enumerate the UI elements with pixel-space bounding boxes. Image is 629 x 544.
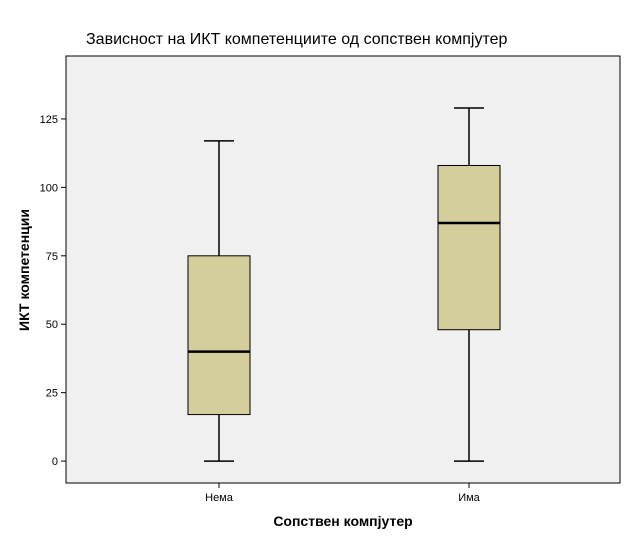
x-tick-label: Нема [205,492,234,504]
y-tick-label: 0 [52,456,58,468]
y-tick-label: 75 [46,251,58,263]
x-axis-ticks: Нема Има [205,483,481,504]
iqr-box [437,164,501,331]
y-tick-label: 125 [40,114,58,126]
y-tick-label: 50 [46,319,58,331]
box-group [437,107,501,462]
y-tick-label: 25 [46,388,58,400]
x-axis-label: Сопствен компјутер [273,513,412,529]
x-tick-label: Има [458,492,480,504]
chart-title: Зависност на ИКТ компетенциите од сопств… [86,31,507,48]
y-axis-ticks: 0 25 50 75 100 125 [40,114,66,468]
plot-area [65,55,621,484]
box-group [187,140,251,462]
boxes [187,107,501,462]
iqr-box [187,255,251,416]
y-tick-label: 100 [40,182,58,194]
y-axis-label: ИКТ компетенции [16,209,32,331]
